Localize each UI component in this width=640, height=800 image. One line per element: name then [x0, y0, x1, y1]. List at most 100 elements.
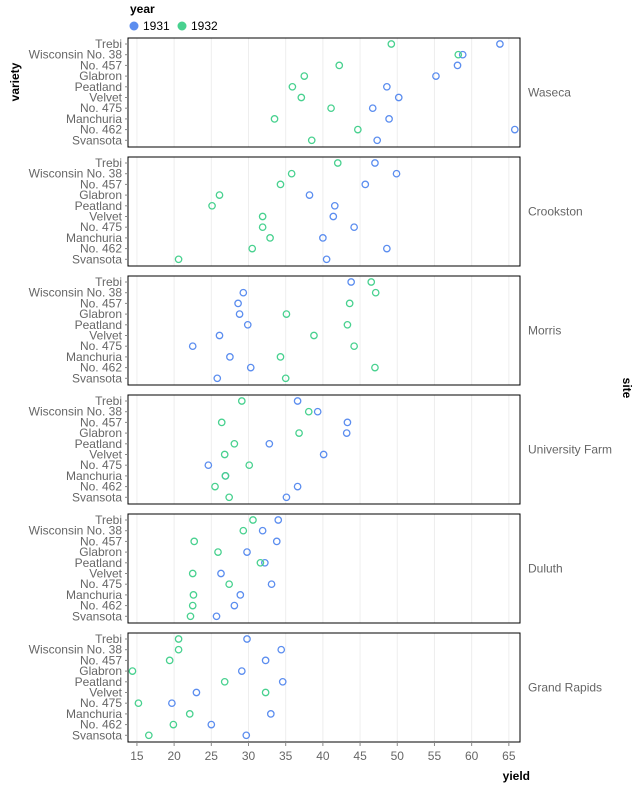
legend-marker-1932 — [177, 21, 187, 31]
point-1932 — [169, 720, 178, 729]
point-1931 — [246, 363, 255, 372]
variety-tick-label: Manchuria — [66, 350, 122, 364]
point-1932 — [215, 191, 224, 199]
x-tick-label: 25 — [205, 749, 219, 763]
variety-tick-label: Manchuria — [66, 112, 122, 126]
point-1931 — [313, 407, 322, 416]
point-1931 — [272, 537, 281, 546]
facet-label: Duluth — [528, 562, 563, 576]
variety-tick-label: Svansota — [72, 609, 122, 623]
variety-tick-label: No. 462 — [80, 123, 122, 137]
variety-tick-label: Wisconsin No. 38 — [29, 48, 123, 62]
point-1931 — [235, 310, 244, 318]
point-1932 — [350, 342, 358, 351]
x-tick-label: 20 — [167, 749, 181, 763]
variety-tick-label: Peatland — [75, 556, 122, 570]
point-1932 — [186, 612, 195, 621]
point-1931 — [319, 450, 328, 459]
point-1932 — [134, 699, 143, 708]
point-1932 — [174, 635, 183, 643]
point-1932 — [276, 180, 285, 189]
variety-tick-label: No. 457 — [80, 415, 122, 429]
variety-tick-label: No. 462 — [80, 480, 122, 494]
point-1931 — [343, 418, 352, 427]
grid-lines — [136, 38, 510, 742]
point-1931 — [237, 667, 246, 675]
facet-label: Grand Rapids — [528, 681, 602, 695]
facet-frame — [127, 632, 521, 743]
variety-tick-label: Velvet — [89, 91, 122, 105]
variety-tick-label: No. 462 — [80, 718, 122, 732]
point-1932 — [327, 104, 335, 113]
variety-tick-label: Trebi — [95, 37, 122, 51]
point-1932 — [335, 61, 344, 70]
x-tick-label: 50 — [391, 749, 405, 763]
point-1931 — [168, 699, 176, 708]
point-1932 — [188, 601, 197, 610]
point-1932 — [300, 72, 309, 80]
variety-tick-label: No. 475 — [80, 220, 122, 234]
point-1931 — [192, 688, 201, 697]
point-1931 — [368, 104, 377, 113]
variety-tick-label: Trebi — [95, 513, 122, 527]
point-1932 — [188, 569, 197, 578]
point-1931 — [234, 299, 242, 308]
point-1931 — [510, 125, 519, 134]
x-tick-label: 55 — [428, 749, 442, 763]
point-1931 — [274, 516, 283, 524]
point-1932 — [248, 244, 257, 253]
legend-label-1931: 1931 — [143, 19, 170, 33]
x-tick-label: 30 — [242, 749, 256, 763]
variety-tick-label: Peatland — [75, 318, 122, 332]
point-1931 — [383, 82, 391, 91]
point-1932 — [208, 201, 216, 210]
variety-tick-label: Glabron — [79, 69, 122, 83]
variety-tick-label: Trebi — [95, 394, 122, 408]
variety-tick-label: Manchuria — [66, 469, 122, 483]
facet-axis-title: site — [620, 378, 634, 399]
point-1931 — [258, 526, 267, 535]
variety-tick-label: No. 457 — [80, 296, 122, 310]
facet-label: University Farm — [528, 443, 612, 457]
point-1931 — [265, 439, 274, 448]
variety-tick-label: Svansota — [72, 252, 122, 266]
facet-label: Waseca — [528, 86, 571, 100]
point-1932 — [276, 353, 285, 361]
point-1931 — [217, 569, 225, 578]
point-1932 — [190, 537, 199, 546]
point-1931 — [329, 212, 338, 221]
point-1931 — [236, 591, 245, 599]
point-1931 — [213, 374, 222, 383]
variety-tick-label: Wisconsin No. 38 — [29, 167, 123, 181]
variety-tick-label: No. 475 — [80, 696, 122, 710]
x-tick-label: 65 — [502, 749, 516, 763]
facet-frame — [127, 156, 521, 267]
point-1931 — [277, 645, 286, 654]
point-1931 — [453, 61, 462, 70]
variety-tick-label: Manchuria — [66, 588, 122, 602]
point-1932 — [258, 223, 267, 232]
variety-tick-label: Wisconsin No. 38 — [29, 286, 123, 300]
point-1932 — [371, 288, 380, 297]
point-1932 — [367, 278, 376, 286]
point-1932 — [310, 331, 318, 340]
point-1931 — [347, 278, 355, 286]
point-1932 — [185, 710, 194, 718]
point-1932 — [333, 159, 342, 167]
point-1931 — [243, 548, 251, 556]
x-tick-label: 35 — [279, 749, 293, 763]
point-1932 — [239, 526, 248, 535]
point-1932 — [454, 50, 463, 59]
variety-tick-label: Trebi — [95, 632, 122, 646]
variety-tick-label: No. 457 — [80, 534, 122, 548]
point-1931 — [188, 342, 197, 351]
variety-tick-label: Glabron — [79, 188, 122, 202]
point-1931 — [496, 40, 504, 48]
point-1932 — [371, 363, 379, 372]
point-1931 — [394, 93, 403, 102]
legend-title: year — [130, 2, 155, 16]
